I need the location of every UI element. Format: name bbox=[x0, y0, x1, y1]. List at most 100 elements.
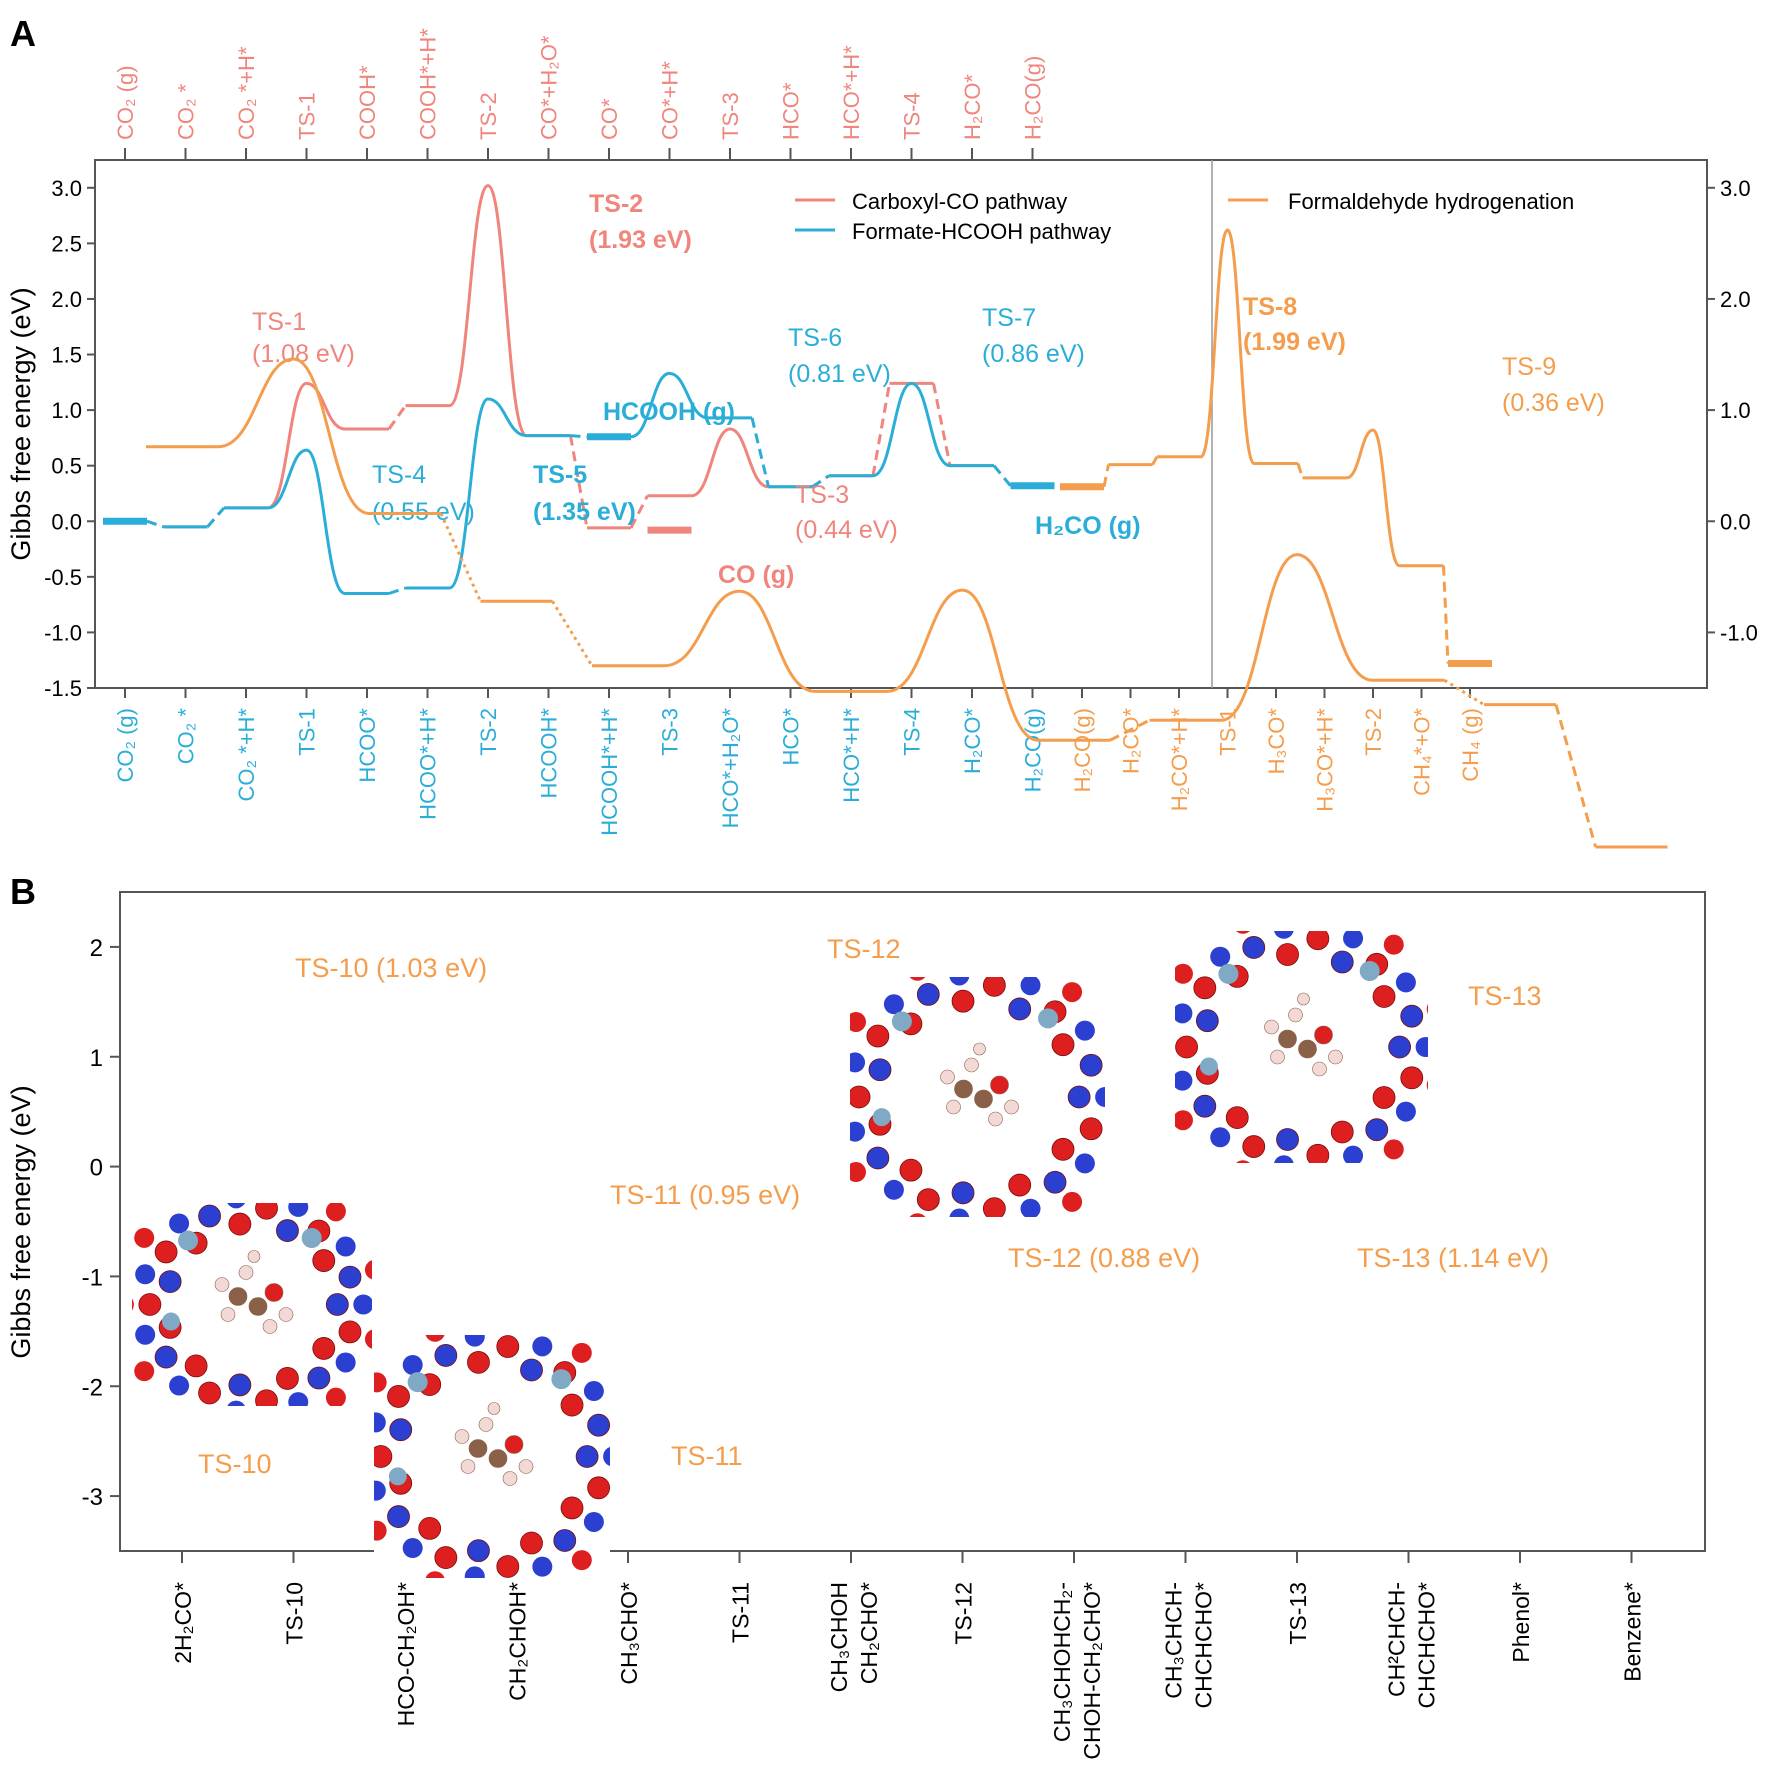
atom bbox=[823, 1087, 843, 1107]
atom bbox=[1175, 1035, 1198, 1059]
atom bbox=[614, 1485, 634, 1505]
bottom-x-tick-label: HCOO* bbox=[355, 708, 380, 783]
ts-10-structure-image bbox=[132, 1203, 372, 1406]
atom bbox=[307, 1366, 331, 1390]
atom bbox=[312, 1337, 336, 1360]
atom bbox=[132, 1298, 134, 1311]
bottom-x-tick-label: CO₂ * bbox=[174, 708, 199, 765]
atom bbox=[374, 1480, 386, 1501]
atom bbox=[518, 1459, 534, 1474]
atom bbox=[1175, 1070, 1193, 1091]
panel-b-structure-images bbox=[132, 931, 1428, 1578]
atom bbox=[553, 1529, 577, 1552]
atom bbox=[1372, 985, 1396, 1008]
left-y-tick-label: 3.0 bbox=[51, 176, 82, 201]
atom bbox=[868, 1058, 892, 1082]
atom bbox=[169, 1213, 190, 1234]
bottom-x-tick-label-right: TS-2 bbox=[1361, 708, 1386, 756]
atom bbox=[982, 977, 1006, 997]
top-x-tick-label: TS-4 bbox=[900, 92, 925, 140]
atom bbox=[364, 1260, 372, 1280]
carboxyl-series-connector bbox=[932, 383, 952, 466]
atom bbox=[571, 1342, 592, 1363]
bottom-x-tick-label-right: H₃CO* bbox=[1264, 708, 1289, 775]
bottom-x-tick-label-right: H₂CO* bbox=[1119, 708, 1144, 774]
atom bbox=[1242, 1135, 1266, 1158]
atom bbox=[1175, 1110, 1193, 1131]
atom bbox=[154, 1240, 178, 1264]
atom bbox=[1359, 960, 1380, 981]
atom bbox=[583, 1511, 604, 1532]
atom bbox=[603, 1446, 610, 1467]
top-x-axis: CO₂ (g) CO₂ * CO₂ *+H* TS-1 COOH* COOH*+H* TS-… bbox=[113, 28, 1046, 160]
panel-a-ylabel: Gibbs free energy (eV) bbox=[6, 287, 36, 560]
panel-b-series-connector bbox=[439, 512, 482, 602]
atom bbox=[990, 1075, 1009, 1095]
ts-11-structure-image bbox=[345, 1335, 634, 1578]
atom bbox=[478, 1417, 494, 1432]
ts-annotation-line1: CO (g) bbox=[718, 561, 794, 589]
atom bbox=[1095, 1087, 1105, 1107]
atom bbox=[158, 1270, 182, 1294]
formaldehyde-series-connector bbox=[1442, 565, 1450, 664]
atom bbox=[982, 1197, 1006, 1217]
atom bbox=[1372, 1086, 1396, 1109]
atom bbox=[872, 1108, 891, 1127]
formate-series-barrier bbox=[872, 381, 951, 478]
atom bbox=[214, 1277, 230, 1292]
panel-b-x-tick-label: CH₃CHOH bbox=[826, 1582, 852, 1692]
left-y-tick-label: 1.5 bbox=[51, 343, 82, 368]
atom bbox=[134, 1227, 155, 1248]
atom bbox=[1051, 1137, 1075, 1161]
atom bbox=[951, 989, 975, 1013]
panel-b-x-tick-label: TS-10 bbox=[282, 1582, 308, 1645]
atom bbox=[278, 1307, 294, 1322]
carboxyl-series-barrier bbox=[448, 184, 528, 438]
atom bbox=[1151, 1037, 1171, 1057]
ts-annotation-line1: TS-5 bbox=[533, 461, 587, 489]
atom bbox=[138, 1293, 162, 1316]
atom bbox=[1314, 1025, 1333, 1045]
atom bbox=[345, 1447, 365, 1467]
atom bbox=[532, 1336, 553, 1357]
atom bbox=[1383, 934, 1404, 955]
panel-b-x-tick-label: CH₂CHOH* bbox=[505, 1582, 531, 1701]
atom bbox=[227, 1400, 245, 1406]
top-x-tick-label: COOH* bbox=[355, 65, 380, 140]
atom bbox=[916, 1188, 940, 1212]
formate-series-connector bbox=[206, 506, 226, 528]
top-x-tick-label: TS-3 bbox=[718, 92, 743, 140]
ts-annotation-line1: TS-2 bbox=[589, 190, 643, 218]
atom bbox=[276, 1219, 299, 1242]
atom bbox=[325, 1387, 346, 1406]
atom bbox=[850, 1162, 866, 1183]
atom bbox=[1210, 946, 1231, 967]
bottom-x-tick-label-right: H₂CO(g) bbox=[1070, 708, 1095, 792]
atom bbox=[988, 1111, 1003, 1127]
atom bbox=[335, 1236, 356, 1257]
carboxyl-series-connector bbox=[871, 383, 891, 476]
atom bbox=[228, 1287, 248, 1306]
atom bbox=[1020, 1198, 1041, 1217]
panel-b-annotation: TS-13 bbox=[1468, 981, 1542, 1011]
atom bbox=[325, 1203, 346, 1222]
atom bbox=[198, 1381, 221, 1405]
top-x-tick-label: H₂CO* bbox=[960, 74, 985, 140]
legend-label-carboxyl: Carboxyl-CO pathway bbox=[852, 189, 1067, 214]
atom bbox=[532, 1556, 553, 1577]
bottom-x-tick-label: TS-1 bbox=[295, 708, 320, 756]
atom bbox=[1195, 1009, 1219, 1033]
atom bbox=[916, 982, 940, 1006]
atom bbox=[1210, 1127, 1231, 1148]
atom bbox=[248, 1297, 268, 1316]
atom bbox=[353, 1294, 372, 1315]
atom bbox=[1274, 1155, 1294, 1163]
formate-series-connector bbox=[570, 434, 588, 439]
legend-label-formate: Formate-HCOOH pathway bbox=[852, 219, 1111, 244]
panel-a-series bbox=[103, 184, 1492, 668]
legend: Carboxyl-CO pathway Formate-HCOOH pathwa… bbox=[795, 189, 1574, 244]
atom bbox=[402, 1538, 423, 1559]
atom bbox=[154, 1345, 178, 1369]
left-y-tick-label: -0.5 bbox=[44, 565, 82, 590]
atom bbox=[178, 1230, 199, 1251]
